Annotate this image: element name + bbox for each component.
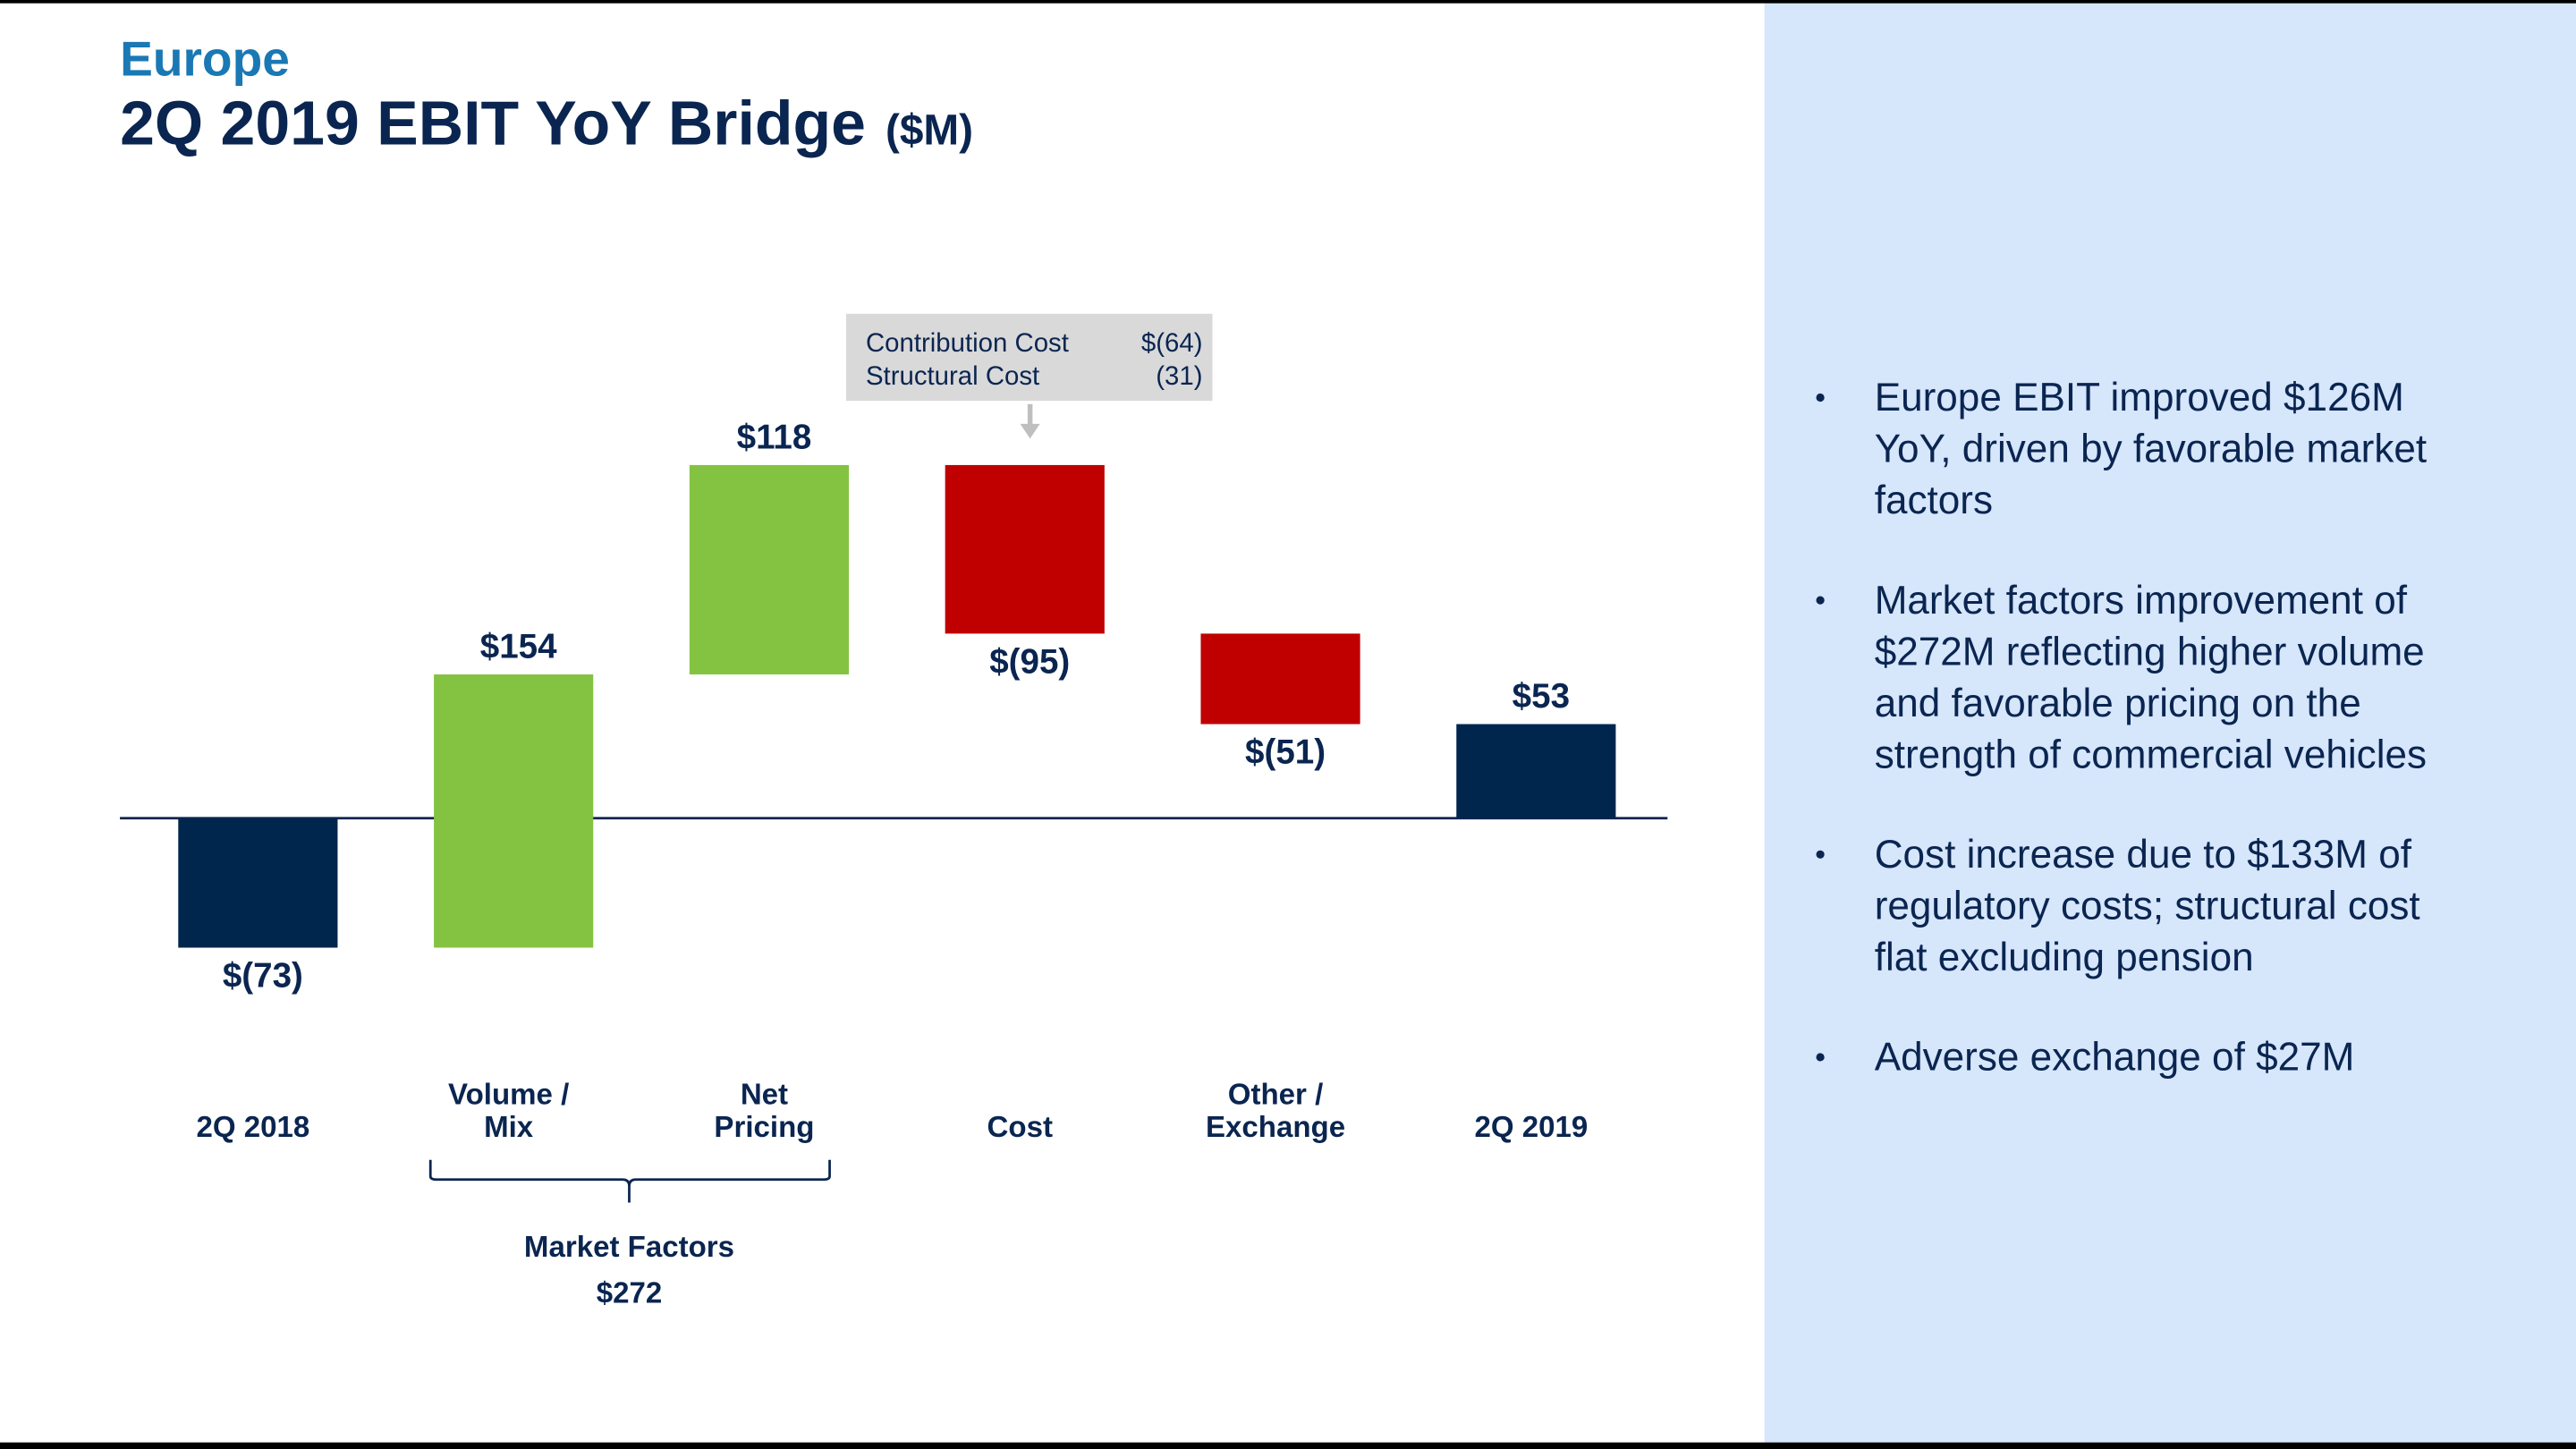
category-label: Exchange	[1206, 1111, 1345, 1144]
value-label: $(95)	[989, 642, 1070, 681]
value-label: $154	[480, 628, 557, 666]
region: Europe	[120, 30, 290, 86]
bullet-list: Europe EBIT improved $126M YoY, driven by…	[1816, 376, 2427, 1080]
bullet-dot	[1816, 393, 1825, 402]
category-label: Cost	[987, 1111, 1053, 1144]
category-label: 2Q 2019	[1474, 1111, 1588, 1144]
side-panel	[1764, 3, 2576, 1443]
bullet-text: Adverse exchange of $27M	[1875, 1036, 2355, 1080]
category-label: 2Q 2018	[196, 1111, 309, 1144]
category-label: Mix	[484, 1111, 534, 1144]
bullet-text: Europe EBIT improved $126M	[1875, 376, 2404, 419]
bar	[945, 464, 1105, 634]
bar	[1456, 724, 1616, 818]
bar	[434, 674, 594, 948]
market-factors-bracket: Market Factors $272	[428, 1159, 831, 1310]
waterfall-chart: $(73) 2Q 2018 $154 Volume /Mix $118 NetPricin…	[120, 419, 1668, 1144]
category-label: Pricing	[714, 1111, 814, 1144]
value-label: $(73)	[223, 957, 303, 996]
bracket	[428, 1159, 831, 1203]
bullet-dot	[1816, 1053, 1825, 1062]
bullet-dot	[1816, 850, 1825, 859]
callout-label: Structural Cost	[866, 361, 1039, 391]
callout-box	[845, 313, 1213, 402]
top-rule	[0, 0, 2576, 4]
bracket-label: Market Factors	[524, 1231, 734, 1264]
cost-callout: Contribution Cost $(64) Structural Cost …	[845, 313, 1213, 439]
category-label: Other /	[1228, 1078, 1324, 1111]
value-label: $118	[737, 419, 812, 457]
callout-arrowhead	[1020, 423, 1040, 439]
title: 2Q 2019 EBIT YoY Bridge ($M)	[120, 89, 973, 158]
bar	[689, 464, 850, 675]
bottom-rule	[0, 1442, 2576, 1449]
category-label: Volume /	[448, 1078, 569, 1111]
bullet-text: Market factors improvement of	[1875, 579, 2408, 623]
callout-label: Contribution Cost	[866, 328, 1069, 358]
bar	[1200, 633, 1360, 724]
value-label: $53	[1513, 677, 1570, 716]
callout-amount: $(64)	[1141, 328, 1203, 358]
bullet-text: YoY, driven by favorable market	[1875, 428, 2427, 471]
value-label: $(51)	[1245, 733, 1326, 772]
bullet-text: regulatory costs; structural cost	[1875, 884, 2420, 928]
bar	[178, 818, 338, 948]
bullet-text: $272M reflecting higher volume	[1875, 630, 2425, 674]
bullet-dot	[1816, 596, 1825, 605]
bullet-text: Cost increase due to $133M of	[1875, 833, 2412, 877]
callout-amount: (31)	[1156, 361, 1202, 391]
bullet-text: flat excluding pension	[1875, 936, 2254, 979]
category-label: Net	[741, 1078, 788, 1111]
bullet-text: strength of commercial vehicles	[1875, 733, 2427, 776]
bracket-amount: $272	[597, 1277, 663, 1310]
bullet-text: factors	[1875, 479, 1993, 522]
bullet-text: and favorable pricing on the	[1875, 682, 2361, 725]
